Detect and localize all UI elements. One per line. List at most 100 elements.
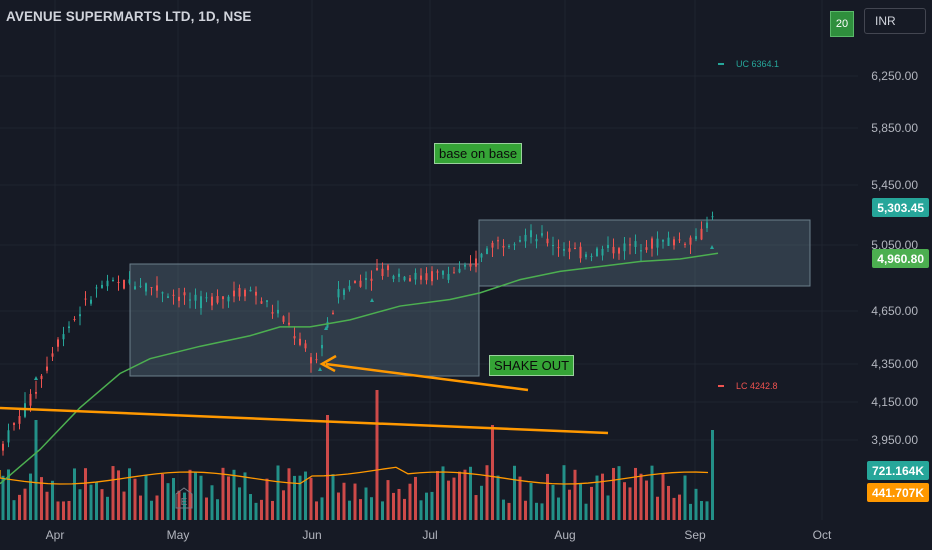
volume-bar <box>595 475 599 520</box>
volume-bar <box>249 494 252 520</box>
candle-body <box>656 238 659 248</box>
candle-body <box>205 297 208 299</box>
volume-average-line <box>0 466 709 485</box>
candle-body <box>189 299 191 301</box>
volume-bar <box>606 495 610 520</box>
volume-bar <box>705 501 709 520</box>
candle-body <box>35 392 37 394</box>
earnings-marker-label: E <box>181 497 188 508</box>
candle-body <box>601 248 604 256</box>
candle-body <box>117 281 120 283</box>
volume-bar <box>128 468 131 520</box>
candle-body <box>546 238 549 244</box>
candle-body <box>706 222 708 229</box>
time-axis[interactable]: Apr May Jun Jul Aug Sep Oct <box>46 528 832 542</box>
candle-body <box>376 268 378 271</box>
currency-selector[interactable]: INR <box>864 8 926 34</box>
volume-bar <box>568 489 571 520</box>
candle-body <box>260 301 263 304</box>
candle-body <box>178 296 180 301</box>
candle-body <box>84 298 87 300</box>
candle-body <box>453 272 455 274</box>
candle-body <box>68 326 70 329</box>
candle-body <box>480 253 483 258</box>
candle-body <box>458 268 461 273</box>
candle-body <box>332 312 334 315</box>
candle-body <box>469 263 472 267</box>
candle-body <box>282 316 285 322</box>
candle-body <box>442 270 444 275</box>
volume-bar <box>529 482 533 520</box>
candle-body <box>612 246 615 254</box>
base-boxes <box>129 219 811 377</box>
volume-bar <box>370 497 373 520</box>
candles <box>2 211 714 456</box>
volume-bar <box>480 485 483 520</box>
candle-body <box>29 393 32 406</box>
candle-body <box>700 228 703 240</box>
indicator-badge[interactable]: 20 <box>830 11 854 37</box>
candle-body <box>629 244 631 246</box>
volume-bar <box>474 495 478 520</box>
volume-bar <box>634 467 637 520</box>
candle-body <box>381 268 384 277</box>
candle-body <box>387 265 389 271</box>
upper-circuit-label: UC 6364.1 <box>736 59 780 69</box>
x-tick-label: May <box>167 528 190 542</box>
chart-marks: E <box>34 63 724 509</box>
volume-bar <box>672 497 676 520</box>
candle-body <box>678 239 681 241</box>
candle-body <box>145 283 147 292</box>
candle-body <box>216 296 219 303</box>
volume-bar <box>78 489 82 520</box>
volume-bar <box>524 500 527 520</box>
volume-bar <box>227 476 230 520</box>
candle-body <box>200 296 202 309</box>
candle-body <box>607 244 609 249</box>
x-tick-label: Jul <box>422 528 437 542</box>
y-tick-label: 5,450.00 <box>871 178 918 192</box>
candle-body <box>112 279 114 282</box>
candle-body <box>183 292 186 296</box>
candle-body <box>436 271 439 273</box>
grid <box>0 0 858 520</box>
earnings-marker-shape <box>175 487 193 509</box>
candle-body <box>172 294 175 296</box>
candle-body <box>667 237 670 246</box>
volume-bar <box>23 488 27 520</box>
volume-bar <box>260 499 263 520</box>
volume-bar <box>172 478 175 520</box>
y-tick-label: 4,150.00 <box>871 395 918 409</box>
candle-body <box>502 245 505 248</box>
volume-bar <box>579 483 582 520</box>
candle-body <box>414 272 417 280</box>
volume-bar <box>221 467 225 520</box>
volume-bar <box>458 471 461 520</box>
volume-bar <box>161 473 164 520</box>
candle-body <box>233 290 235 297</box>
candle-body <box>211 296 213 306</box>
volume-bar <box>40 477 43 520</box>
candle-body <box>244 289 246 297</box>
volume-bar <box>573 469 577 520</box>
volume-bar <box>392 492 395 520</box>
signal-triangle <box>318 367 322 371</box>
candle-body <box>673 239 675 246</box>
volume-bar <box>463 469 467 520</box>
candle-body <box>519 240 521 242</box>
volume-bar <box>304 471 307 520</box>
volume-bar <box>419 500 423 520</box>
candle-body <box>139 285 142 287</box>
price-axis[interactable]: 6,250.00 5,850.00 5,450.00 5,050.00 4,650.00… <box>871 69 918 447</box>
earnings-marker: E <box>175 487 193 509</box>
candle-body <box>618 248 620 254</box>
candle-body <box>403 276 406 281</box>
candle-body <box>7 430 10 443</box>
y-tick-label: 5,050.00 <box>871 238 918 252</box>
candle-body <box>541 233 543 236</box>
volume-average-tag: 441.707K <box>866 483 929 502</box>
candle-body <box>310 357 312 364</box>
y-tick-label: 4,350.00 <box>871 357 918 371</box>
volume-bar <box>199 475 203 520</box>
